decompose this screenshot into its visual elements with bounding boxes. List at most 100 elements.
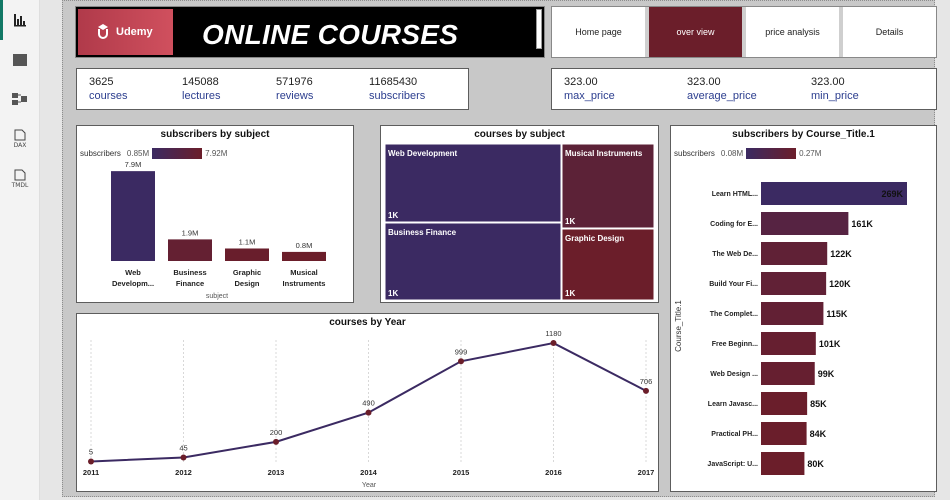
data-point[interactable]	[643, 387, 649, 394]
bar-6[interactable]	[761, 362, 815, 385]
legend-gradient	[746, 148, 797, 159]
treemap-tile-label: Graphic Design	[565, 234, 624, 243]
dax-query-icon[interactable]: DAX	[8, 128, 32, 150]
page-navigation: Home page over view price analysis Details	[551, 6, 937, 58]
x-axis-title: Year	[362, 482, 377, 489]
nav-button-price-analysis[interactable]: price analysis	[746, 7, 843, 57]
kpi-value: 145088	[182, 76, 219, 88]
bar-data-label: 161K	[851, 219, 873, 229]
treemap-tile-label: Musical Instruments	[565, 149, 643, 158]
bar-0[interactable]	[761, 182, 907, 205]
kpi-value: 3625	[89, 76, 114, 88]
data-point[interactable]	[180, 454, 187, 461]
courses-by-year-card[interactable]: courses by Year 5 2011 45 2012 200 2013 490 201…	[76, 313, 659, 492]
table-view-icon[interactable]	[8, 49, 32, 71]
bar-1[interactable]	[168, 239, 212, 261]
tmdl-view-icon[interactable]: TMDL	[8, 168, 32, 190]
bar-data-label: 101K	[819, 339, 841, 349]
dashboard-title: ONLINE COURSES	[202, 19, 459, 50]
bar-data-label: 84K	[810, 429, 827, 439]
data-point[interactable]	[273, 438, 279, 445]
bar-data-label: 0.8M	[296, 241, 313, 250]
kpi-min-price: 323.00 min_price	[811, 76, 931, 102]
category-tick-label: Business	[173, 268, 206, 277]
point-data-label: 45	[179, 443, 187, 452]
bar-data-label: 99K	[818, 369, 835, 379]
bar-3[interactable]	[282, 251, 326, 261]
legend-min: 0.08M	[720, 149, 744, 158]
kpi-label: max_price	[564, 90, 615, 102]
legend-gradient	[152, 148, 203, 159]
category-tick-label: The Complet...	[710, 311, 758, 318]
udemy-logo: Udemy	[78, 9, 173, 55]
point-data-label: 490	[362, 399, 375, 408]
legend-field: subscribers	[80, 149, 121, 158]
treemap-tile-value: 1K	[388, 211, 398, 220]
kpi-label: courses	[89, 90, 128, 102]
kpi-label: reviews	[276, 90, 314, 102]
bar-data-label: 85K	[810, 399, 827, 409]
treemap-tile-0[interactable]	[384, 143, 562, 223]
bar-8[interactable]	[761, 422, 807, 445]
y-axis-title: Course_Title.1	[674, 300, 683, 352]
bar-4[interactable]	[761, 302, 824, 325]
category-tick-label: Web	[125, 268, 141, 277]
kpi-label: average_price	[687, 90, 757, 102]
nav-button-home-page[interactable]: Home page	[552, 7, 649, 57]
category-tick-label: Learn Javasc...	[708, 401, 758, 408]
kpi-label: subscribers	[369, 90, 426, 102]
bar-5[interactable]	[761, 332, 816, 355]
bar-2[interactable]	[761, 242, 828, 265]
courses-by-subject-card[interactable]: courses by subject Web Development 1K Busi…	[380, 125, 659, 303]
treemap-tile-1[interactable]	[384, 222, 562, 301]
category-tick-label: Developm...	[112, 279, 154, 288]
data-point[interactable]	[88, 458, 94, 465]
point-data-label: 706	[640, 377, 653, 386]
kpi-card-prices: 323.00 max_price 323.00 average_price 323.00…	[551, 68, 937, 110]
nav-button-over-view[interactable]: over view	[649, 7, 746, 57]
treemap-tile-2[interactable]	[561, 143, 655, 229]
udemy-logo-text: Udemy	[116, 26, 153, 38]
category-tick-label: Free Beginn...	[712, 341, 758, 348]
bar-0[interactable]	[111, 171, 155, 261]
kpi-courses: 3625 courses	[89, 76, 182, 102]
chart-title: courses by subject	[474, 129, 565, 140]
data-point[interactable]	[550, 340, 557, 347]
bar-9[interactable]	[761, 452, 805, 475]
dax-label: DAX	[13, 142, 27, 149]
data-point[interactable]	[365, 409, 372, 416]
treemap-tile-value: 1K	[388, 289, 398, 298]
kpi-max-price: 323.00 max_price	[564, 76, 687, 102]
category-tick-label: Coding for E...	[710, 221, 758, 228]
treemap-tile-3[interactable]	[561, 228, 655, 301]
point-data-label: 200	[270, 428, 283, 437]
udemy-logo-icon	[98, 24, 108, 39]
point-data-label: 5	[89, 447, 93, 456]
subscribers-by-subject-card[interactable]: subscribers by subject subscribers 0.85M…	[76, 125, 354, 303]
kpi-lectures: 145088 lectures	[182, 76, 276, 102]
bar-2[interactable]	[225, 248, 269, 261]
subscribers-by-course-title-card[interactable]: subscribers by Course_Title.1 subscriber…	[670, 125, 937, 492]
bar-data-label: 120K	[829, 279, 851, 289]
active-view-indicator	[0, 0, 3, 40]
bar-3[interactable]	[761, 272, 827, 295]
treemap-tile-value: 1K	[565, 289, 575, 298]
bar-7[interactable]	[761, 392, 808, 415]
x-tick-label: 2016	[545, 468, 562, 477]
nav-button-details[interactable]: Details	[875, 27, 904, 37]
kpi-subscribers: 11685430 subscribers	[369, 76, 468, 102]
model-view-icon[interactable]	[8, 88, 32, 110]
category-tick-label: Learn HTML...	[712, 191, 758, 198]
banner-divider	[536, 9, 542, 49]
bar-data-label: 80K	[807, 459, 824, 469]
kpi-label: min_price	[811, 90, 859, 102]
bar-1[interactable]	[761, 212, 849, 235]
category-tick-label: Graphic	[233, 268, 261, 277]
category-tick-label: The Web De...	[712, 251, 758, 258]
data-point[interactable]	[458, 358, 464, 365]
bar-data-label: 7.9M	[125, 160, 142, 169]
report-view-icon[interactable]	[8, 9, 32, 31]
tmdl-label: TMDL	[11, 182, 29, 189]
course-titles-bar-chart: Learn HTML... 269K Coding for E... 161K The …	[674, 182, 907, 475]
